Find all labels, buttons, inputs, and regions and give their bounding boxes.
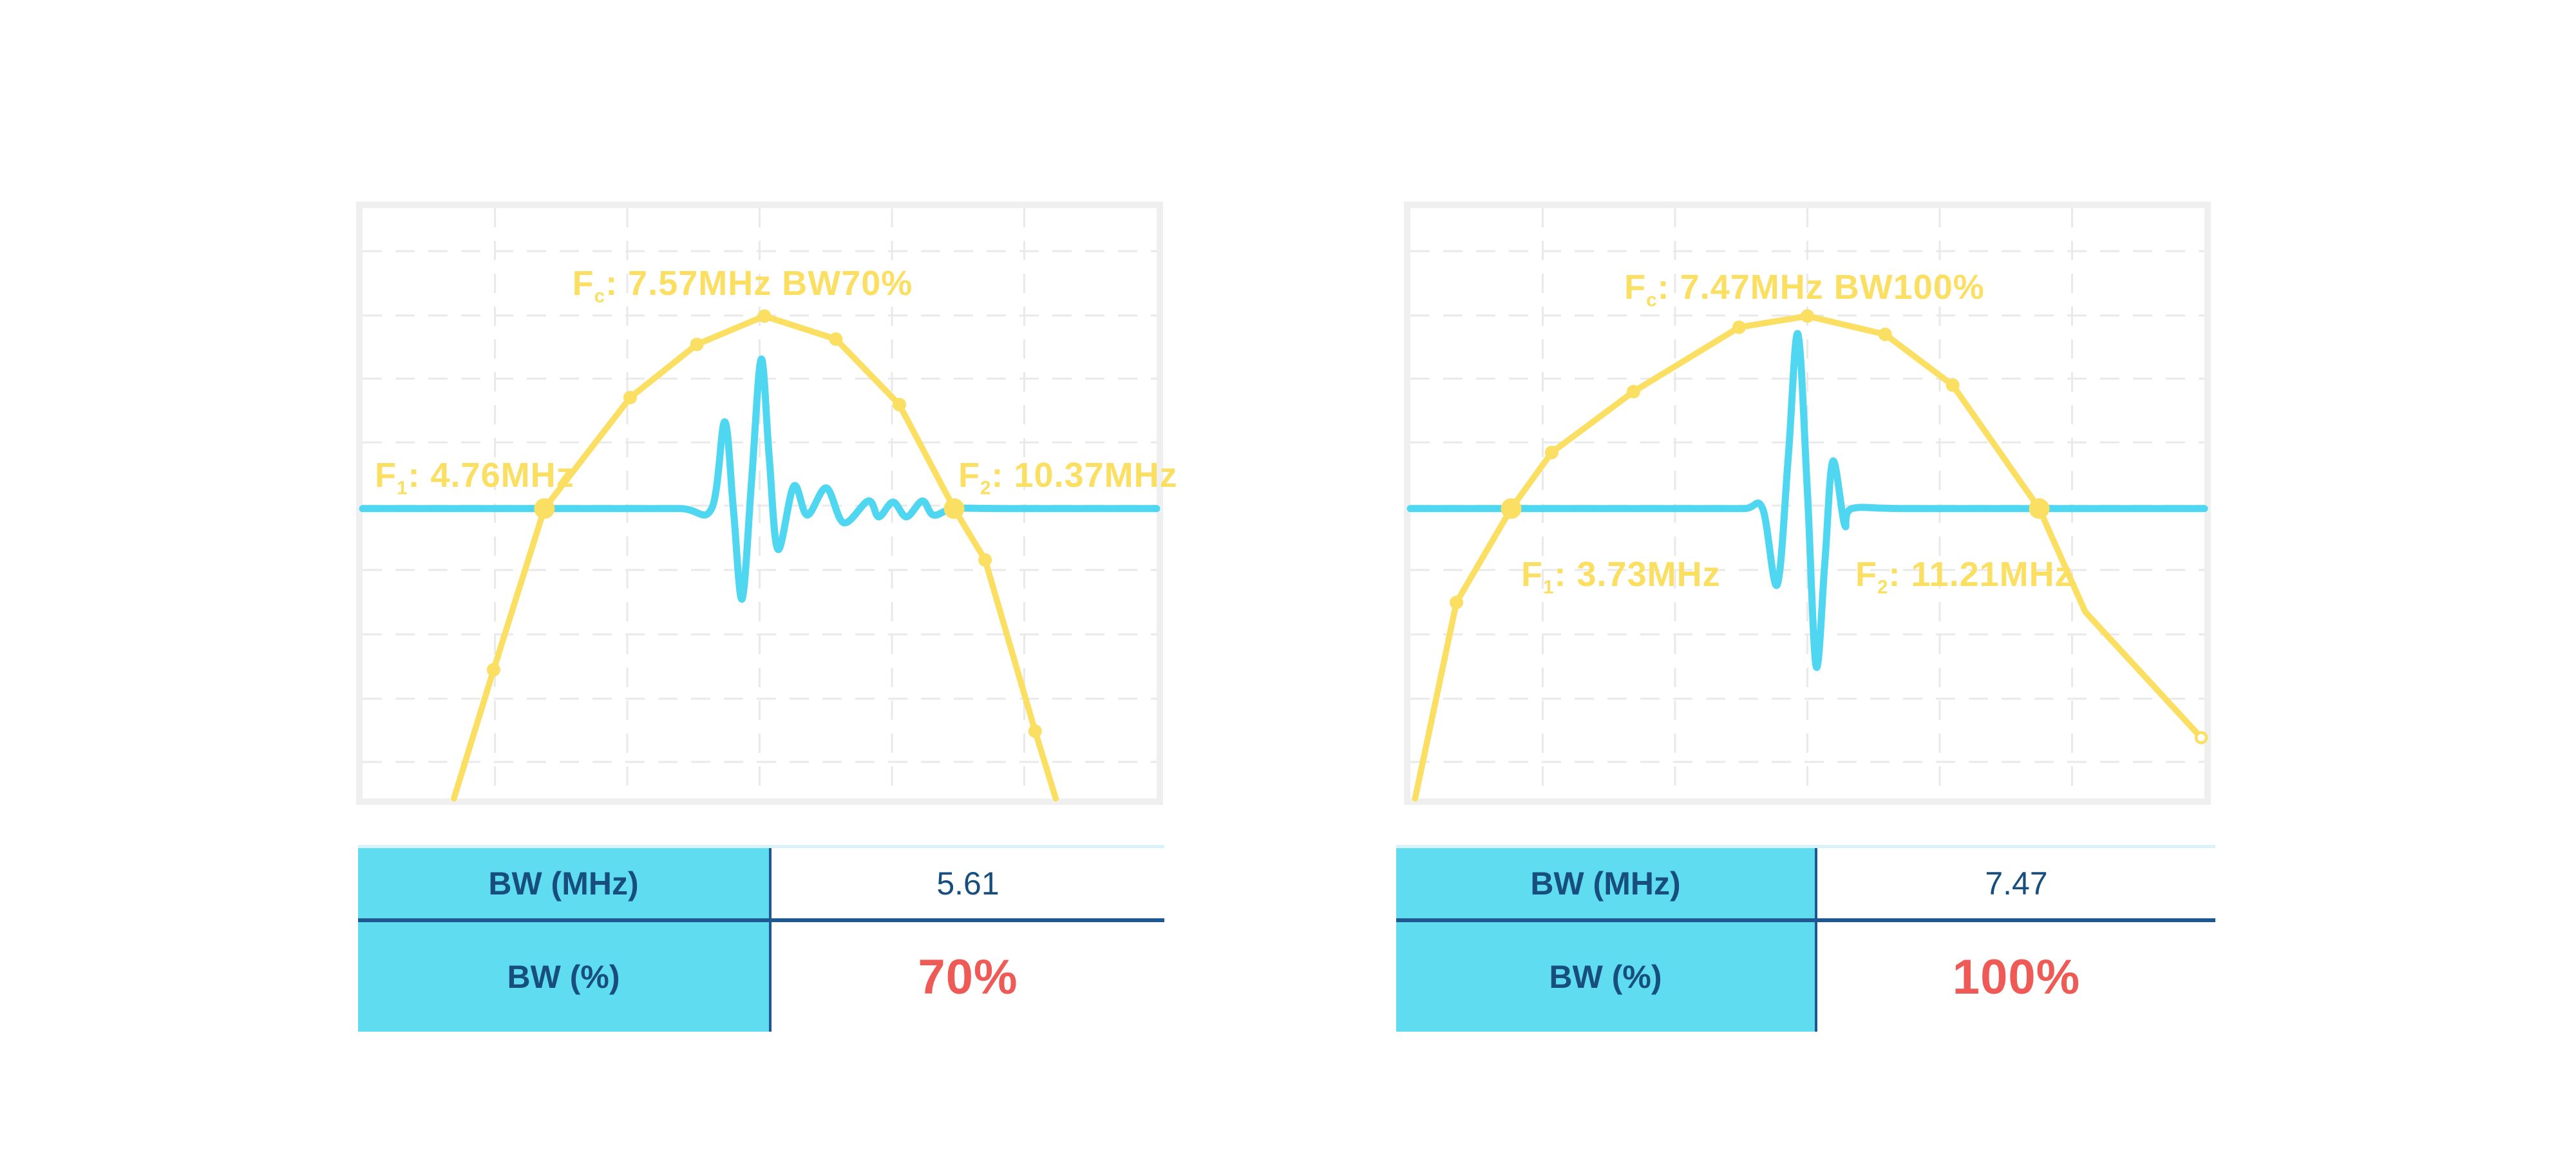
bw-pct-label-cell: BW (%) [358, 922, 772, 1032]
bw-pct-value-cell: 70% [772, 922, 1164, 1032]
f2-annotation-text: : 11.21MHz [1888, 555, 2073, 594]
f1-annotation-prefix: F [375, 456, 397, 495]
fc-annotation-prefix: F [572, 264, 594, 303]
f1-annotation-subscript: 1 [397, 477, 408, 499]
right-bw-table: BW (MHz) 7.47 BW (%) 100% [1396, 845, 2215, 1032]
bw-mhz-value-cell: 7.47 [1817, 848, 2215, 922]
f2-annotation-prefix: F [958, 456, 980, 495]
bw-mhz-label-cell: BW (MHz) [1396, 848, 1817, 922]
f2-annotation-text: : 10.37MHz [991, 456, 1178, 495]
left-chart-panel: Fc: 7.57MHz BW70% F1: 4.76MHz F2: 10.37M… [356, 202, 1177, 805]
right-f2-annotation: F2: 11.21MHz [1855, 557, 2073, 597]
fc-annotation-prefix: F [1624, 268, 1647, 307]
f1-annotation-text: : 3.73MHz [1554, 555, 1721, 594]
bw-pct-value-cell: 100% [1817, 922, 2215, 1032]
fc-annotation-text: : 7.47MHz BW100% [1657, 268, 1985, 307]
f2-annotation-subscript: 2 [1877, 576, 1889, 598]
left-bw-table: BW (MHz) 5.61 BW (%) 70% [358, 845, 1164, 1032]
left-f1-annotation: F1: 4.76MHz [375, 458, 574, 498]
fc-annotation-text: : 7.57MHz BW70% [605, 264, 913, 303]
f1-annotation-prefix: F [1521, 555, 1543, 594]
left-spectrum-chart [356, 202, 1163, 805]
left-f2-annotation: F2: 10.37MHz [958, 458, 1178, 498]
right-spectrum-chart [1404, 202, 2211, 805]
left-fc-annotation: Fc: 7.57MHz BW70% [573, 266, 913, 306]
fc-annotation-subscript: c [1646, 289, 1658, 311]
f2-annotation-subscript: 2 [980, 477, 992, 499]
fc-annotation-subscript: c [594, 285, 606, 307]
right-f1-annotation: F1: 3.73MHz [1521, 557, 1721, 597]
f1-annotation-subscript: 1 [1543, 576, 1555, 598]
right-chart-panel: Fc: 7.47MHz BW100% F1: 3.73MHz F2: 11.21… [1404, 202, 2211, 805]
bw-pct-label-cell: BW (%) [1396, 922, 1817, 1032]
right-fc-annotation: Fc: 7.47MHz BW100% [1624, 270, 1985, 310]
bw-mhz-label-cell: BW (MHz) [358, 848, 772, 922]
bw-mhz-value-cell: 5.61 [772, 848, 1164, 922]
f1-annotation-text: : 4.76MHz [408, 456, 574, 495]
f2-annotation-prefix: F [1855, 555, 1877, 594]
